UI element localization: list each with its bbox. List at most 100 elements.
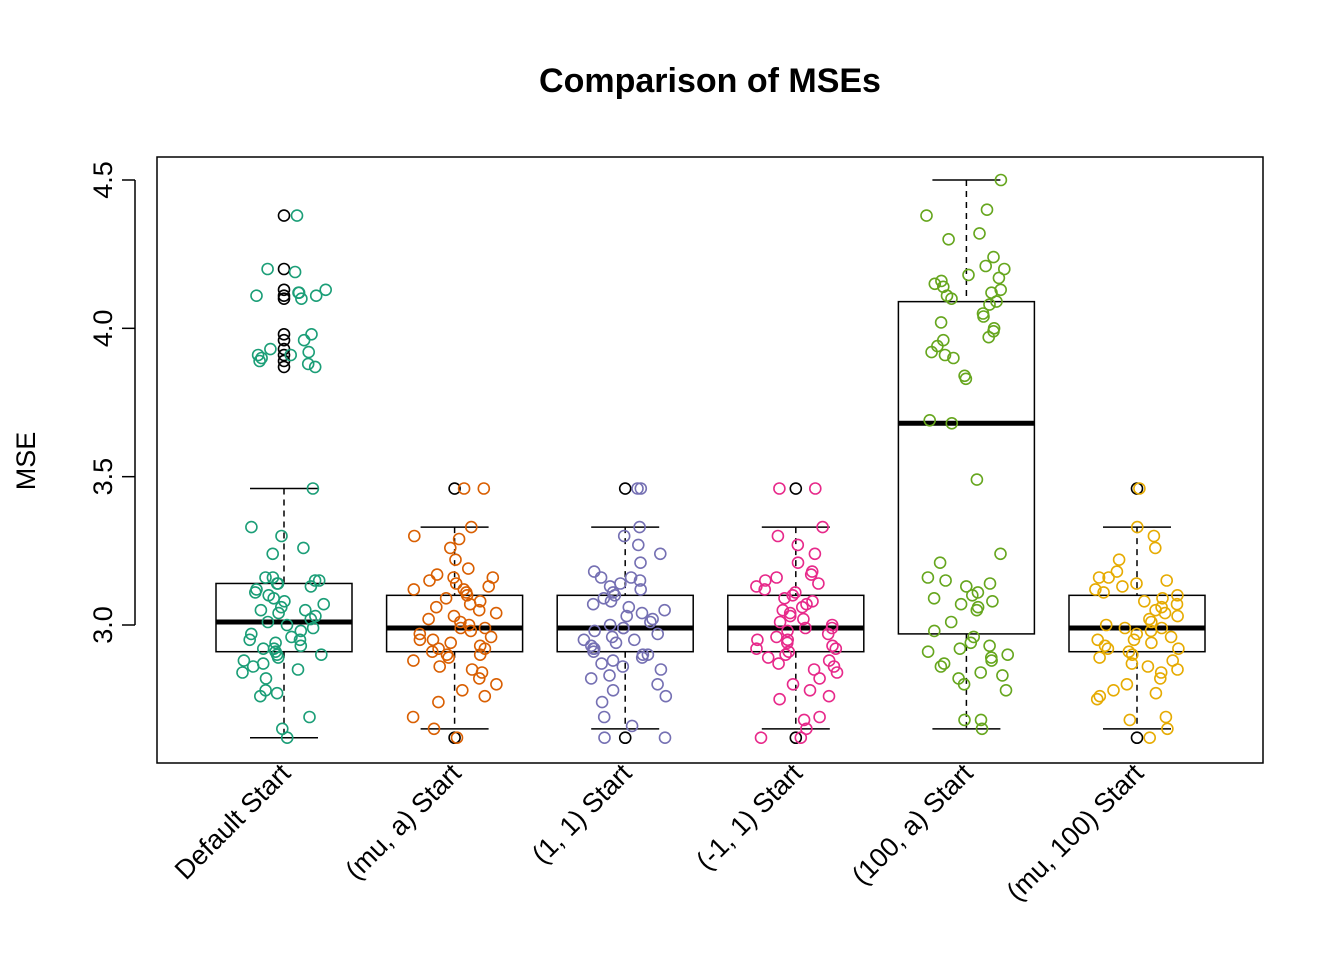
data-point [772, 657, 785, 670]
data-point [1090, 692, 1104, 706]
data-point [791, 556, 805, 570]
data-point [782, 645, 796, 659]
box-iqr [727, 594, 865, 653]
data-point [309, 289, 323, 303]
data-point [586, 597, 600, 611]
data-point [1092, 571, 1106, 584]
data-point [1161, 722, 1174, 736]
outlier-point [789, 731, 803, 745]
data-point [1118, 621, 1132, 635]
data-point [237, 654, 251, 667]
data-point [259, 571, 272, 584]
data-point [797, 713, 811, 727]
data-point [478, 689, 492, 703]
data-point [271, 651, 285, 664]
data-point [1089, 583, 1102, 596]
data-point [413, 633, 427, 647]
data-point [770, 630, 783, 644]
data-point [1099, 618, 1113, 632]
data-point [658, 603, 671, 617]
data-point [1102, 571, 1115, 584]
data-point [1160, 574, 1173, 587]
data-point [250, 289, 263, 303]
data-point [953, 642, 967, 656]
data-point [452, 532, 466, 546]
data-point [305, 327, 318, 341]
data-point [646, 612, 659, 626]
data-point [751, 633, 764, 647]
chart-title: Comparison of MSEs [539, 62, 881, 100]
data-point [266, 547, 280, 561]
data-point [280, 618, 294, 632]
data-point [617, 529, 631, 543]
x-tick-label: (mu, a) Start [340, 758, 468, 886]
data-point [773, 482, 786, 495]
data-point [1138, 594, 1151, 608]
data-point [758, 583, 772, 596]
data-point [422, 612, 435, 626]
data-point [429, 600, 443, 614]
data-point [813, 710, 826, 724]
data-point [270, 686, 284, 700]
data-point [1170, 597, 1184, 611]
data-point [954, 597, 968, 611]
data-point [822, 689, 836, 703]
data-point [439, 591, 453, 605]
data-point [994, 547, 1007, 561]
box-group [556, 482, 694, 745]
x-tick-label: (100, a) Start [846, 758, 979, 891]
data-point [1164, 630, 1178, 644]
data-point [983, 298, 996, 311]
data-point [253, 354, 266, 368]
data-point [788, 586, 802, 599]
data-point [595, 657, 608, 670]
outlier-point [277, 262, 291, 276]
data-point [957, 677, 971, 691]
data-point [758, 574, 772, 587]
data-point [606, 683, 620, 697]
outlier-point [277, 283, 291, 297]
data-point [477, 482, 491, 495]
data-point [975, 722, 989, 736]
data-point [454, 615, 467, 629]
outlier-point [618, 482, 632, 495]
data-point [275, 529, 288, 543]
data-point [964, 636, 978, 650]
data-point [923, 413, 937, 427]
data-point [587, 565, 601, 578]
data-point [455, 683, 469, 697]
data-point [1149, 541, 1162, 555]
data-point [804, 568, 818, 581]
data-point [997, 262, 1011, 276]
box-iqr [897, 300, 1036, 635]
outlier-point [277, 348, 291, 362]
data-point [624, 571, 638, 584]
data-point [979, 259, 993, 273]
data-point [1122, 645, 1136, 659]
data-point [406, 710, 420, 724]
outlier-point [277, 327, 291, 341]
data-point [1143, 731, 1156, 745]
data-point [1171, 663, 1184, 676]
data-point [427, 722, 441, 736]
data-point [1097, 586, 1110, 599]
data-point [584, 672, 598, 685]
data-point [770, 571, 783, 584]
data-point [604, 594, 618, 608]
data-point [962, 268, 975, 282]
data-point [1127, 633, 1141, 647]
data-point [806, 594, 819, 608]
data-point [974, 666, 988, 679]
data-point [407, 654, 420, 667]
box-iqr [385, 594, 524, 653]
data-point [251, 348, 265, 362]
data-point [274, 600, 288, 614]
data-point [319, 283, 333, 297]
data-point [934, 660, 948, 673]
data-point [994, 173, 1008, 187]
data-point [826, 639, 839, 653]
data-point [609, 636, 623, 650]
data-point [433, 660, 447, 673]
data-point [800, 722, 813, 736]
